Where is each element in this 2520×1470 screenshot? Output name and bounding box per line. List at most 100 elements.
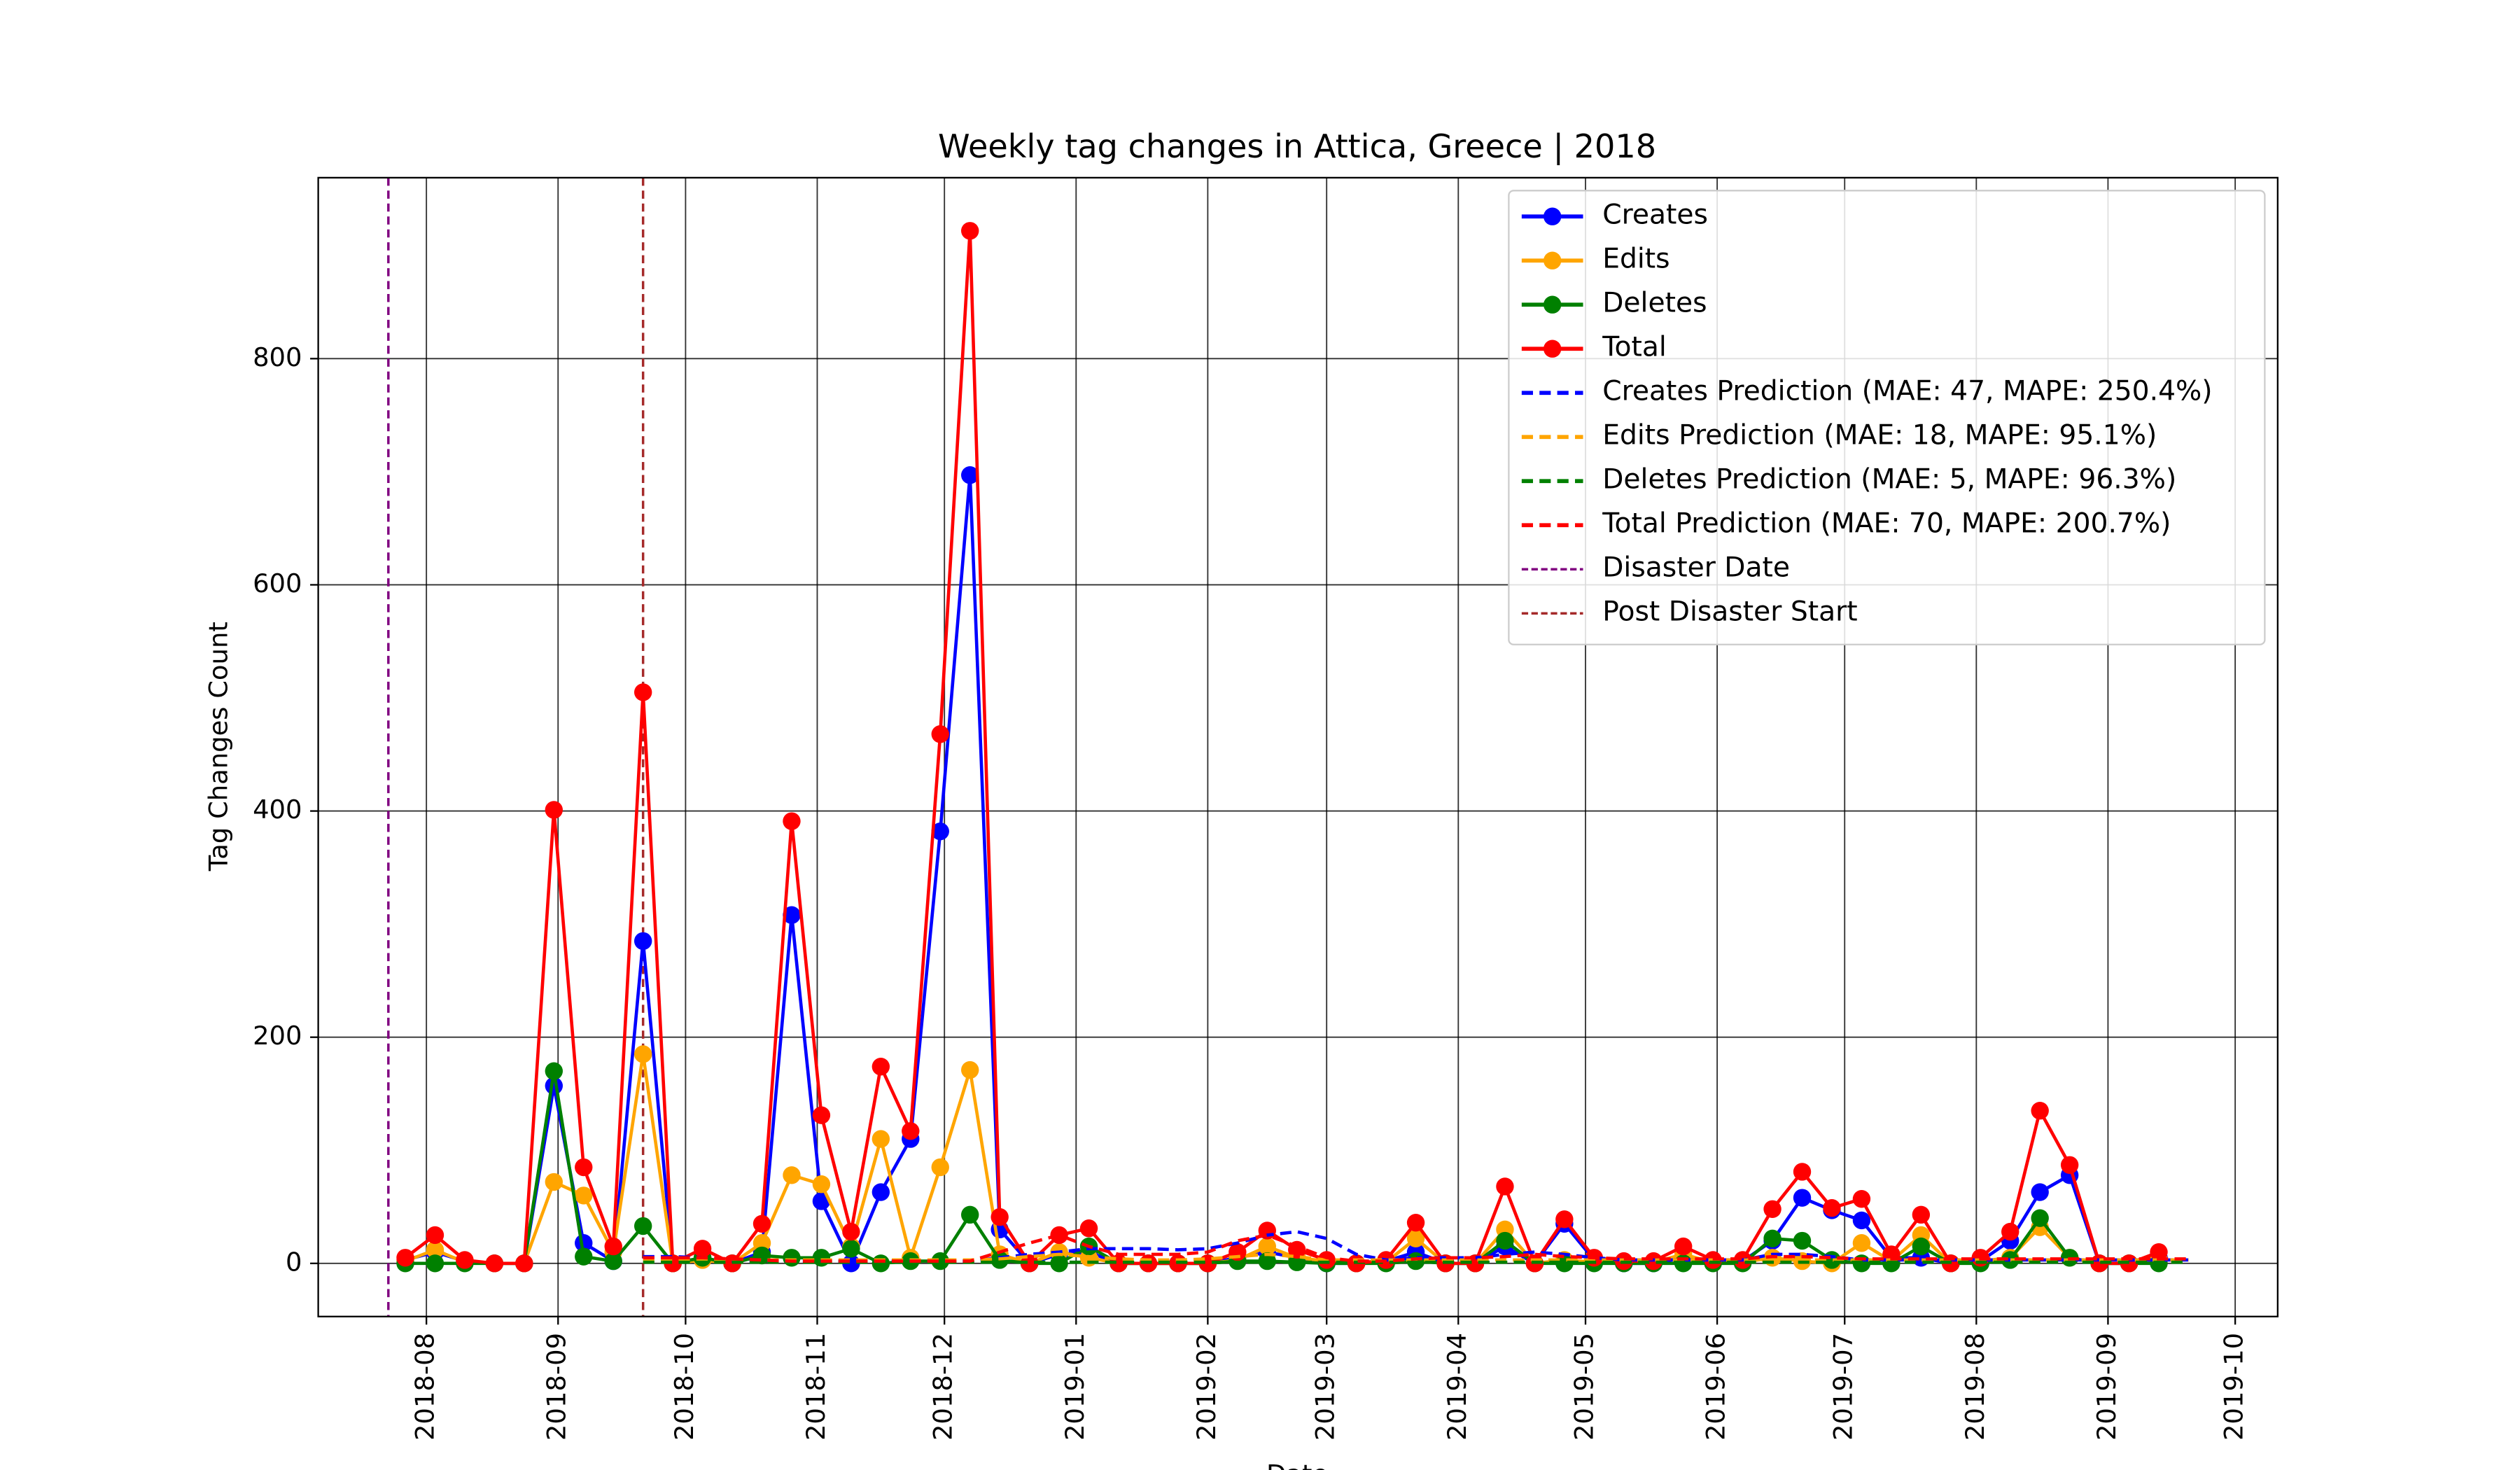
point [961, 466, 979, 484]
legend-label: Creates [1602, 200, 1708, 231]
point [872, 1130, 890, 1148]
chart-title: Weekly tag changes in Attica, Greece | 2… [938, 127, 1656, 166]
point [990, 1208, 1009, 1226]
point [634, 1045, 652, 1063]
point [456, 1251, 474, 1269]
point [1555, 1210, 1574, 1228]
y-tick-label: 0 [286, 1247, 302, 1277]
y-tick-label: 800 [253, 342, 302, 372]
legend-label: Edits [1602, 244, 1670, 275]
x-tick-label: 2018-08 [410, 1333, 440, 1441]
point [634, 932, 652, 951]
point [604, 1252, 622, 1270]
point [783, 1166, 801, 1184]
legend-frame [1508, 190, 2266, 645]
point [812, 1175, 831, 1194]
point [812, 1106, 831, 1124]
point [812, 1249, 831, 1267]
x-tick-label: 2018-11 [801, 1333, 831, 1441]
legend-label: Total Prediction (MAE: 70, MAPE: 200.7%) [1602, 508, 2171, 540]
legend-marker [1544, 295, 1562, 314]
y-axis-label: Tag Changes Count [203, 622, 233, 872]
point [902, 1122, 920, 1140]
point [872, 1058, 890, 1076]
legend-marker [1544, 340, 1562, 358]
x-tick-label: 2019-08 [1960, 1333, 1990, 1441]
point [1793, 1189, 1812, 1207]
point [515, 1254, 533, 1273]
point [634, 683, 652, 701]
point [2001, 1222, 2019, 1241]
point [1674, 1237, 1693, 1256]
legend-label: Total [1602, 332, 1667, 363]
point [426, 1254, 444, 1273]
point [1852, 1211, 1871, 1230]
point [931, 1252, 949, 1270]
point [961, 222, 979, 240]
x-axis-label: Date [1266, 1459, 1328, 1470]
point [1406, 1213, 1425, 1232]
prediction-line [643, 1233, 2189, 1263]
point [1852, 1190, 1871, 1208]
x-tick-label: 2019-01 [1060, 1333, 1090, 1441]
x-tick-label: 2019-04 [1442, 1333, 1472, 1441]
point [752, 1214, 771, 1233]
legend-label: Creates Prediction (MAE: 47, MAPE: 250.4… [1602, 376, 2212, 407]
x-tick-label: 2019-03 [1310, 1333, 1340, 1441]
point [1496, 1177, 1514, 1196]
legend-label: Edits Prediction (MAE: 18, MAPE: 95.1%) [1602, 420, 2157, 451]
point [961, 1060, 979, 1079]
legend-label: Disaster Date [1602, 552, 1790, 584]
x-tick-label: 2019-06 [1701, 1333, 1731, 1441]
point [396, 1249, 414, 1267]
point [1852, 1234, 1871, 1252]
point [931, 822, 949, 841]
point [931, 725, 949, 743]
point [634, 1217, 652, 1236]
y-tick-label: 600 [253, 568, 302, 598]
point [604, 1237, 622, 1256]
point [1079, 1219, 1098, 1238]
point [842, 1222, 860, 1241]
point [575, 1247, 593, 1266]
point [1258, 1237, 1276, 1256]
point [575, 1158, 593, 1177]
legend-label: Deletes [1602, 288, 1707, 319]
point [752, 1234, 771, 1252]
x-tick-label: 2019-05 [1569, 1333, 1600, 1441]
point [2150, 1242, 2168, 1261]
x-tick-label: 2019-10 [2219, 1333, 2249, 1441]
x-tick-label: 2019-02 [1191, 1333, 1222, 1441]
x-tick-label: 2018-10 [669, 1333, 699, 1441]
point [961, 1205, 979, 1224]
point [575, 1186, 593, 1205]
legend-label: Deletes Prediction (MAE: 5, MAPE: 96.3%) [1602, 464, 2176, 496]
point [2060, 1156, 2079, 1174]
point [2031, 1102, 2049, 1120]
x-tick-label: 2019-07 [1828, 1333, 1858, 1441]
point [783, 906, 801, 924]
point [1406, 1229, 1425, 1247]
point [2031, 1209, 2049, 1227]
point [842, 1240, 860, 1258]
point [1020, 1254, 1039, 1273]
point [545, 1062, 563, 1080]
point [1496, 1231, 1514, 1250]
point [426, 1226, 444, 1245]
legend-marker [1544, 207, 1562, 225]
point [1793, 1231, 1812, 1250]
point [545, 801, 563, 819]
point [2031, 1183, 2049, 1201]
plot-frame [317, 176, 2278, 1317]
point [1763, 1229, 1782, 1247]
point [872, 1183, 890, 1201]
point [693, 1240, 712, 1258]
point [1912, 1205, 1931, 1224]
legend-marker [1544, 251, 1562, 270]
x-tick-label: 2018-12 [928, 1333, 958, 1441]
point [783, 812, 801, 830]
point [426, 1240, 444, 1259]
point [485, 1254, 504, 1273]
